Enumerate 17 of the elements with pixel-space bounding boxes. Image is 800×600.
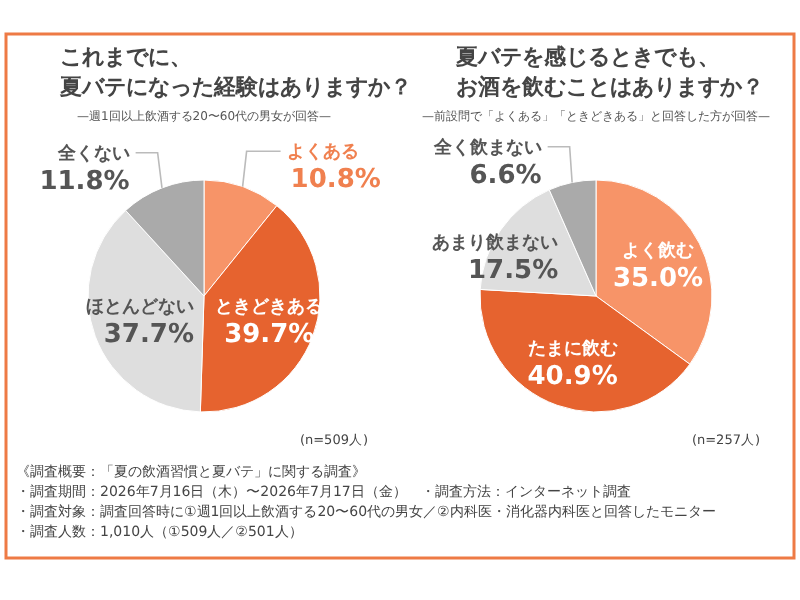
slice-label: 全くない xyxy=(55,142,130,165)
data-label: 17.5% xyxy=(468,256,559,287)
slice-label: あまり飲まない xyxy=(432,232,559,255)
chart-title: これまでに、夏バテになった経験はありますか？ xyxy=(58,44,412,100)
slice-label: よくある xyxy=(286,143,359,164)
data-label: 10.8% xyxy=(290,165,381,196)
data-label: 37.7% xyxy=(103,320,194,351)
slice-label: 全く飲まない xyxy=(431,136,542,159)
slice-label: ほとんどない xyxy=(86,298,194,319)
slice-label: よく飲む xyxy=(622,240,695,263)
slice-label: たまに飲む xyxy=(527,337,618,360)
data-label: 6.6% xyxy=(469,160,542,191)
data-label: 11.8% xyxy=(39,166,130,197)
chart-title: 夏バテを感じるときでも、お酒を飲むことはありますか？ xyxy=(454,44,764,100)
data-label: 39.7% xyxy=(224,320,315,351)
data-label: 35.0% xyxy=(612,264,704,295)
data-label: 40.9% xyxy=(527,361,618,392)
